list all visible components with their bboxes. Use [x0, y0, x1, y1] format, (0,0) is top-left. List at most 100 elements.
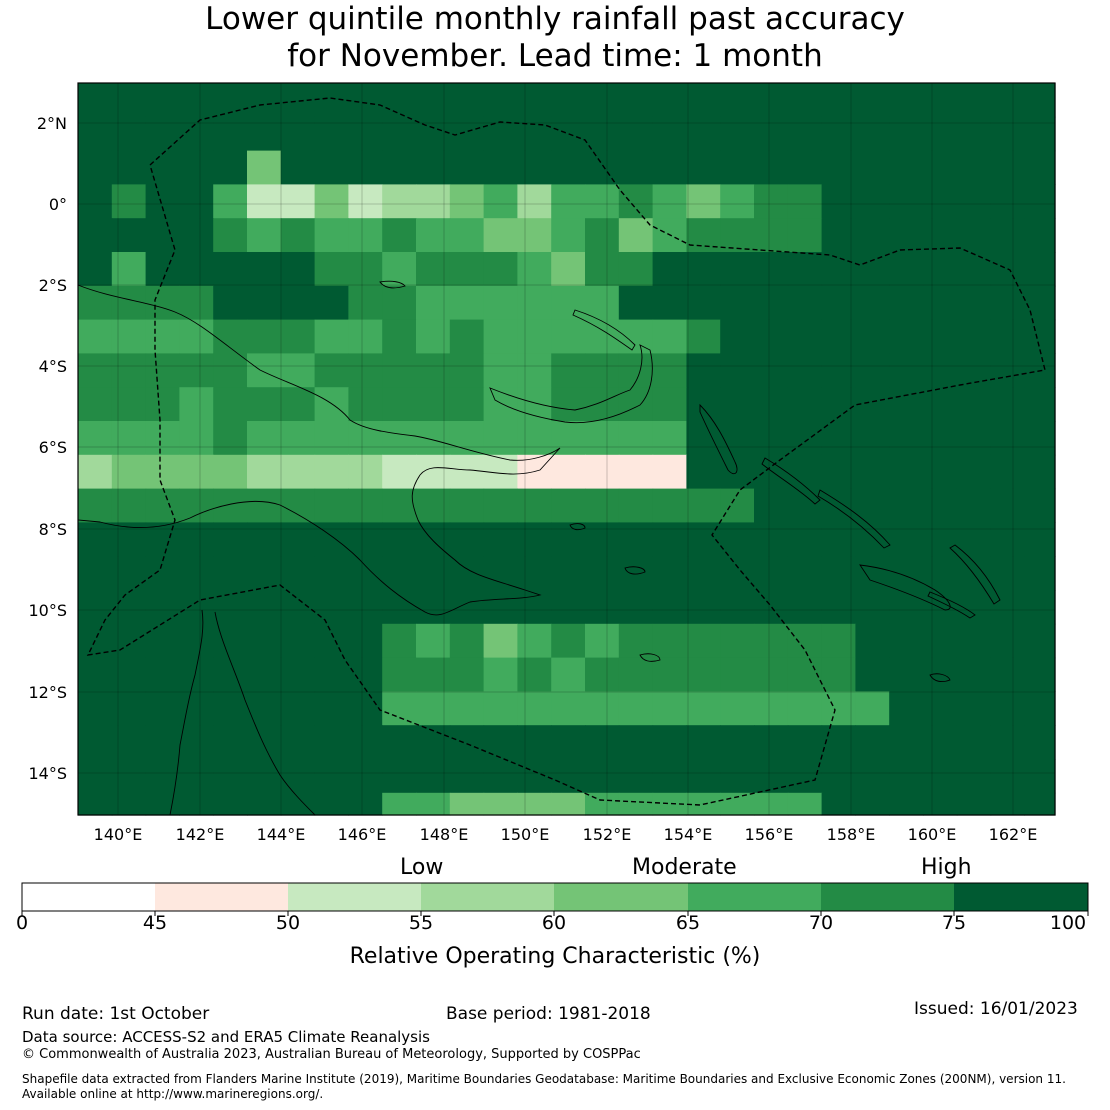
grid-cell [145, 623, 180, 659]
grid-cell [1024, 657, 1056, 692]
grid-cell [754, 218, 789, 253]
grid-cell [923, 83, 958, 118]
grid-cell [449, 725, 485, 760]
guadalcanal-coast [859, 564, 951, 611]
grid-cell [111, 725, 147, 760]
grid-cell [111, 657, 147, 692]
colorbar-title: Relative Operating Characteristic (%) [349, 944, 761, 969]
grid-cell [720, 353, 755, 388]
grid-cell [956, 387, 992, 422]
grid-cell [855, 150, 890, 185]
grid-cell [754, 184, 789, 219]
grid-cell [754, 421, 789, 456]
grid-cell [483, 319, 518, 354]
grid-cell [787, 184, 823, 219]
grid-cell [213, 725, 248, 760]
lon-label: 148°E [420, 825, 469, 844]
cape-york-coast [169, 609, 316, 816]
grid-cell [179, 657, 214, 692]
grid-cell [416, 83, 451, 118]
grid-cell [78, 725, 113, 760]
grid-cell [956, 488, 992, 523]
base-period: Base period: 1981-2018 [446, 1004, 651, 1024]
grid-cell [111, 252, 147, 287]
grid-cell [923, 285, 958, 321]
grid-cell [990, 83, 1025, 118]
grid-cell [754, 522, 789, 557]
grid-cell [551, 387, 586, 422]
santa-isabel-coast [817, 489, 891, 549]
grid-cell [787, 657, 823, 692]
grid-cell [889, 691, 924, 726]
copyright: © Commonwealth of Australia 2023, Austra… [22, 1047, 641, 1062]
grid-cell [1024, 319, 1056, 354]
grid-cell [889, 657, 924, 692]
grid-cell [990, 623, 1025, 659]
grid-cell [483, 657, 518, 692]
grid-cell [179, 590, 214, 625]
grid-cell [483, 83, 518, 118]
grid-cell [449, 421, 485, 456]
grid-cell [821, 792, 856, 816]
grid-cell [280, 590, 316, 625]
grid-cell [787, 150, 823, 185]
grid-cell [855, 657, 890, 692]
grid-cell [956, 590, 992, 625]
grid-cell [213, 184, 248, 219]
grid-cell [145, 83, 180, 118]
lat-label: 14°S [28, 764, 67, 783]
grid-cell [179, 792, 214, 816]
grid-cell [517, 725, 552, 760]
grid-cell [923, 556, 958, 591]
grid-cell [517, 116, 552, 152]
grid-cell [652, 488, 687, 523]
grid-cell [483, 353, 518, 388]
grid-cell [145, 522, 180, 557]
grid-cell [551, 252, 586, 287]
grid-cell [1024, 522, 1056, 557]
grid-cell [618, 792, 654, 816]
grid-cell [314, 218, 349, 253]
lon-label: 140°E [94, 825, 143, 844]
eez-boundary [86, 97, 1046, 806]
grid-cell [923, 725, 958, 760]
grid-cell [382, 759, 417, 794]
grid-cell [855, 421, 890, 456]
lon-label: 162°E [989, 825, 1038, 844]
grid-cell [348, 218, 383, 253]
colorbar-segment [821, 883, 954, 911]
grid-cell [145, 116, 180, 152]
grid-cell [517, 590, 552, 625]
grid-cell [78, 218, 113, 253]
grid-cell [382, 488, 417, 523]
latitude-labels: 2°N 0° 2°S 4°S 6°S 8°S 10°S 12°S 14°S [28, 114, 67, 783]
grid-cell [314, 319, 349, 354]
grid-cell [990, 759, 1025, 794]
grid-cell [821, 353, 856, 388]
grid-cell [889, 387, 924, 422]
grid-cell [585, 421, 620, 456]
lat-label: 0° [49, 195, 67, 214]
grid-cell [382, 421, 417, 456]
grid-cell [618, 522, 654, 557]
grid-cell [517, 691, 552, 726]
grid-cell [483, 691, 518, 726]
grid-cell [821, 657, 856, 692]
grid-cell [314, 83, 349, 118]
grid-cell [923, 488, 958, 523]
grid-cell [1024, 590, 1056, 625]
grid-cell [483, 725, 518, 760]
grid-cell [551, 623, 586, 659]
colorbar-tick-100: 100 [1049, 912, 1087, 934]
grid-cell [754, 285, 789, 321]
grid-cell [517, 387, 552, 422]
grid-cell [179, 116, 214, 152]
grid-cell [145, 184, 180, 219]
grid-cell [280, 387, 316, 422]
grid-cell [618, 454, 654, 490]
new-guinea-coast [77, 284, 561, 616]
grid-cell [213, 319, 248, 354]
grid-cell [923, 218, 958, 253]
eez-png-boundary [86, 97, 1046, 806]
grid-cell [111, 218, 147, 253]
